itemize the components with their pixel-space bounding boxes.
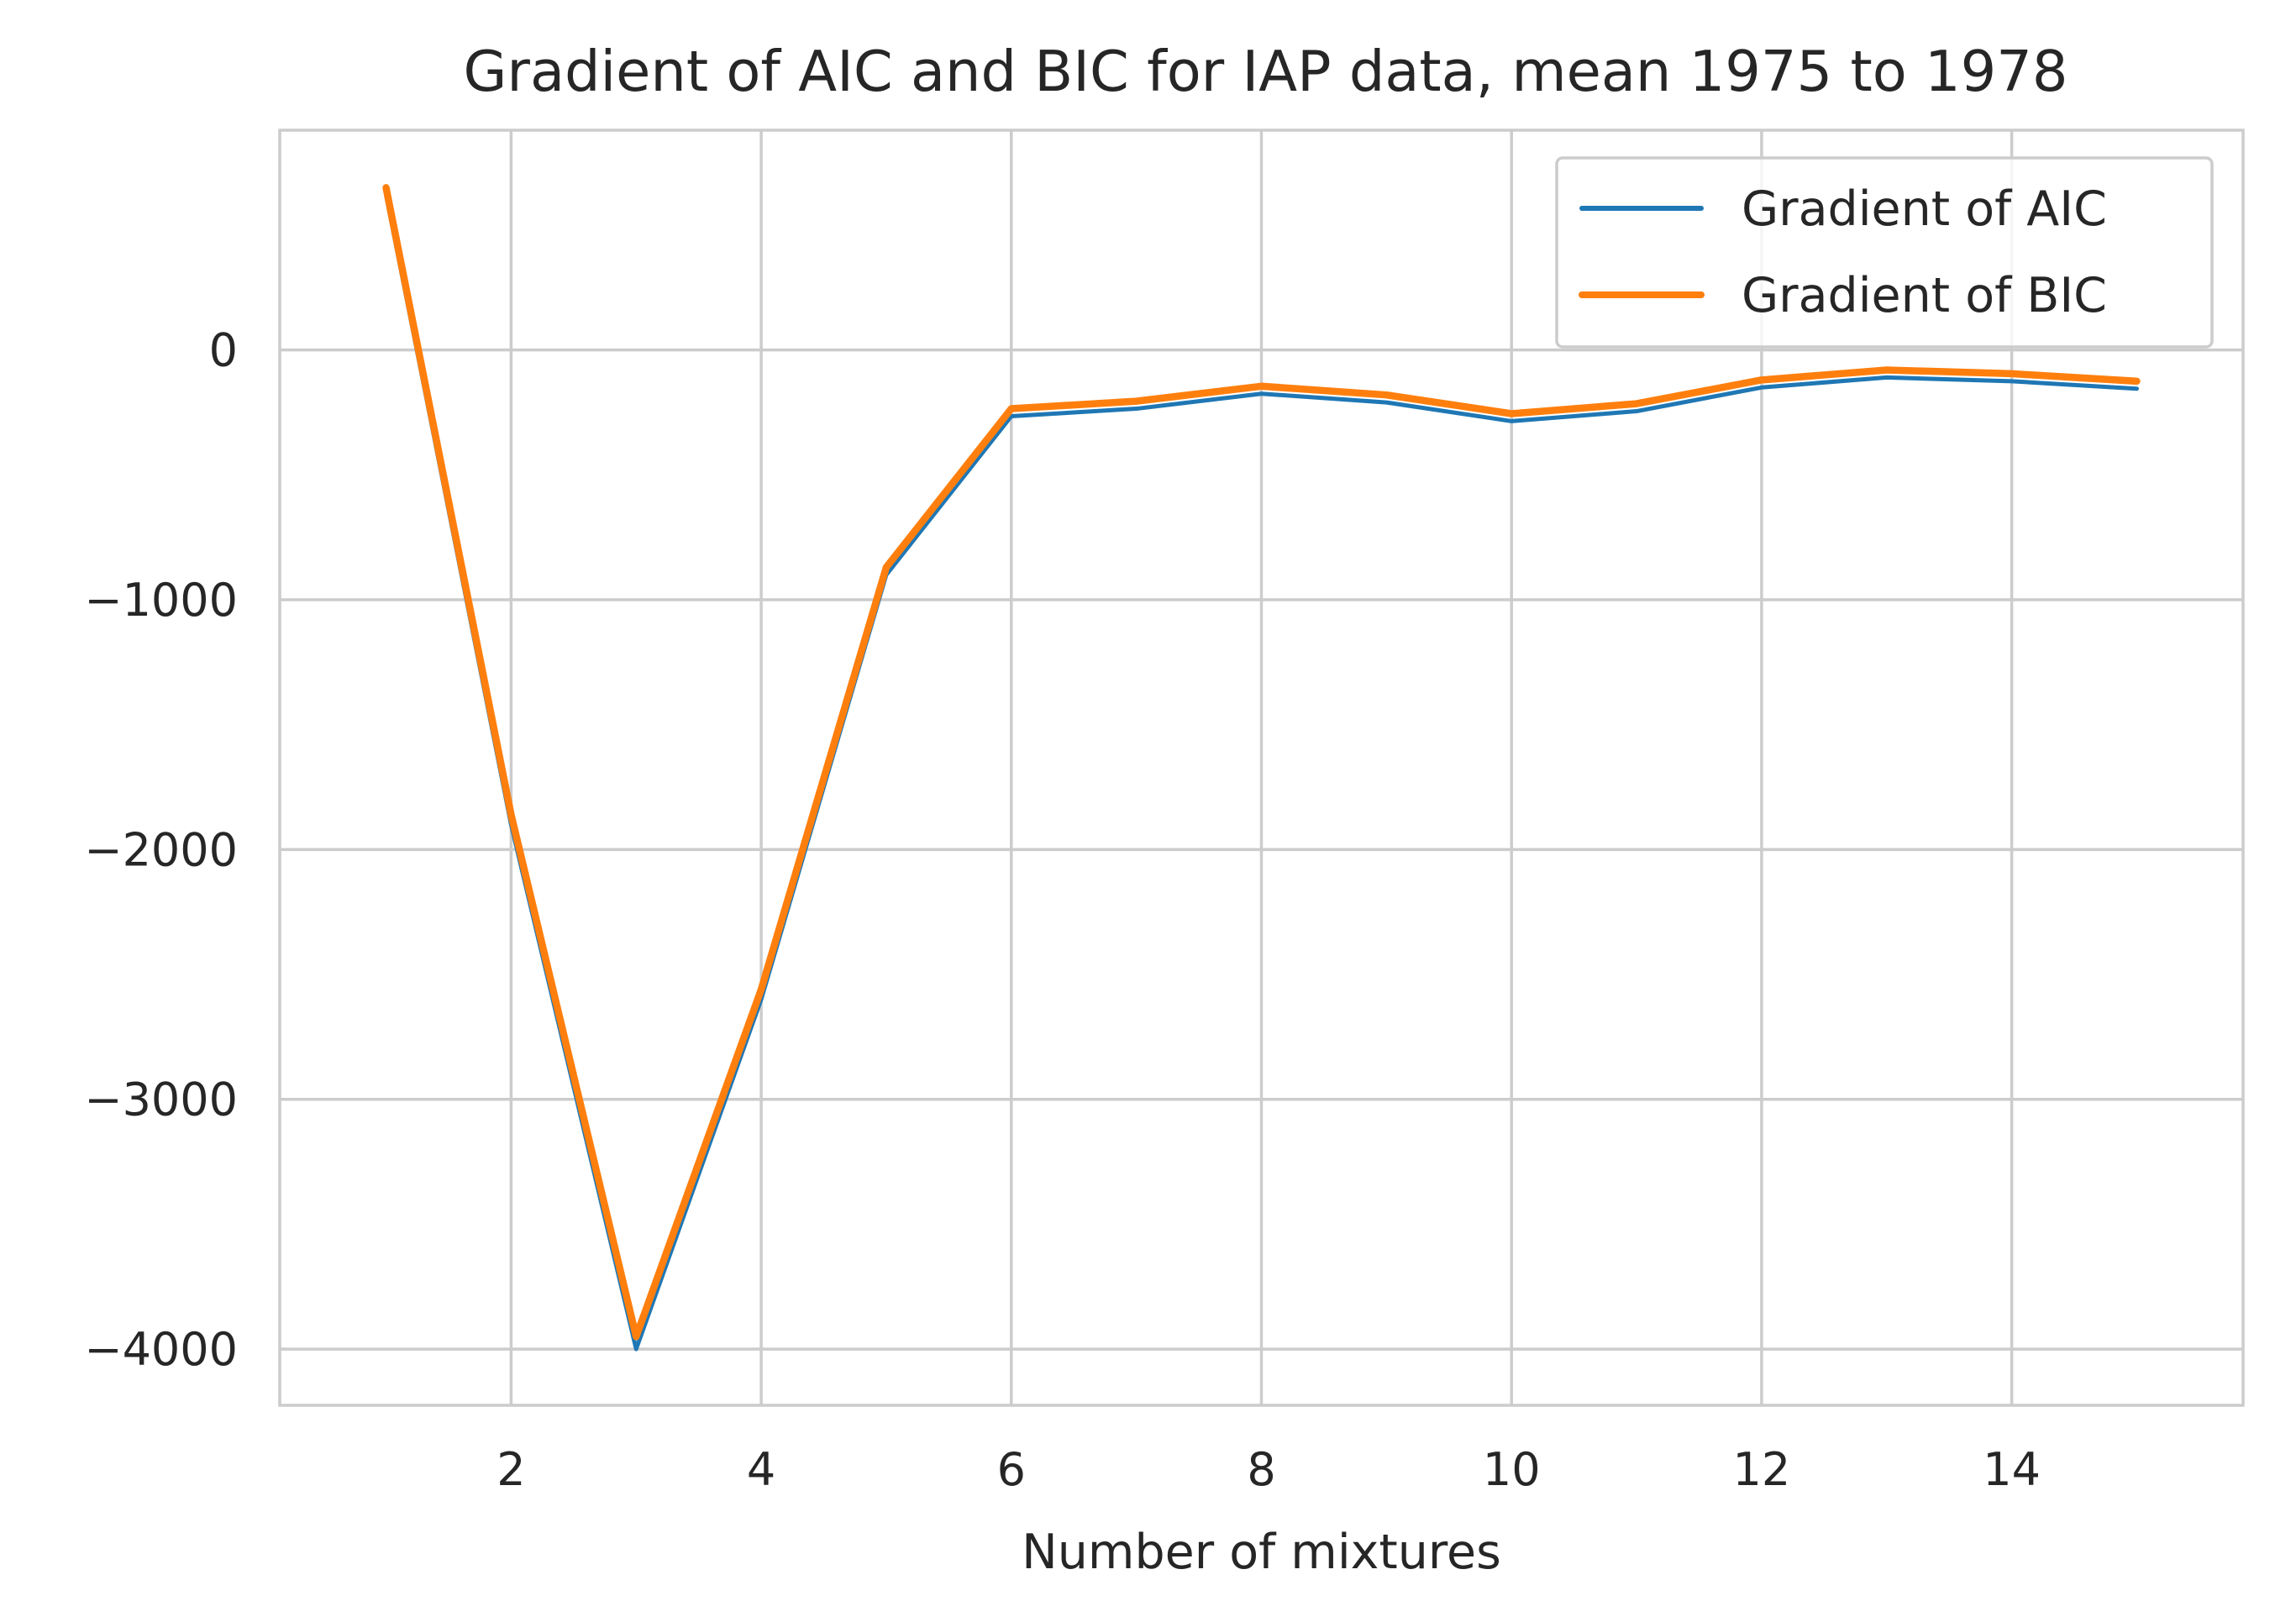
x-tick-label: 2 — [497, 1443, 525, 1496]
legend-label: Gradient of BIC — [1742, 268, 2107, 323]
x-tick-label: 4 — [747, 1443, 775, 1496]
legend-entries: Gradient of AIC Gradient of BIC — [1579, 181, 2107, 323]
x-axis-label: Number of mixtures — [1022, 1525, 1501, 1580]
y-tick-label: −4000 — [84, 1323, 238, 1376]
series-line-aic — [384, 192, 2139, 1352]
grid — [280, 130, 2243, 1405]
y-tick-label: −2000 — [84, 823, 238, 876]
x-tick-label: 10 — [1483, 1443, 1541, 1496]
legend-label: Gradient of AIC — [1742, 181, 2107, 237]
x-tick-label: 14 — [1983, 1443, 2041, 1496]
y-tick-labels: 0 −1000 −2000 −3000 −4000 — [84, 324, 238, 1376]
x-tick-label: 8 — [1247, 1443, 1275, 1496]
x-tick-label: 12 — [1733, 1443, 1791, 1496]
plot-frame — [278, 129, 2245, 1407]
legend: Gradient of AIC Gradient of BIC — [1555, 156, 2214, 349]
x-tick-labels: 2 4 6 8 10 12 14 — [497, 1443, 2041, 1496]
x-tick-label: 6 — [997, 1443, 1026, 1496]
series-line-bic — [382, 184, 2141, 1341]
chart-title: Gradient of AIC and BIC for IAP data, me… — [463, 39, 2067, 104]
y-tick-label: −3000 — [84, 1073, 238, 1126]
y-tick-label: 0 — [209, 324, 238, 377]
series-lines — [382, 184, 2141, 1352]
y-tick-label: −1000 — [84, 574, 238, 627]
legend-box — [1555, 156, 2214, 349]
